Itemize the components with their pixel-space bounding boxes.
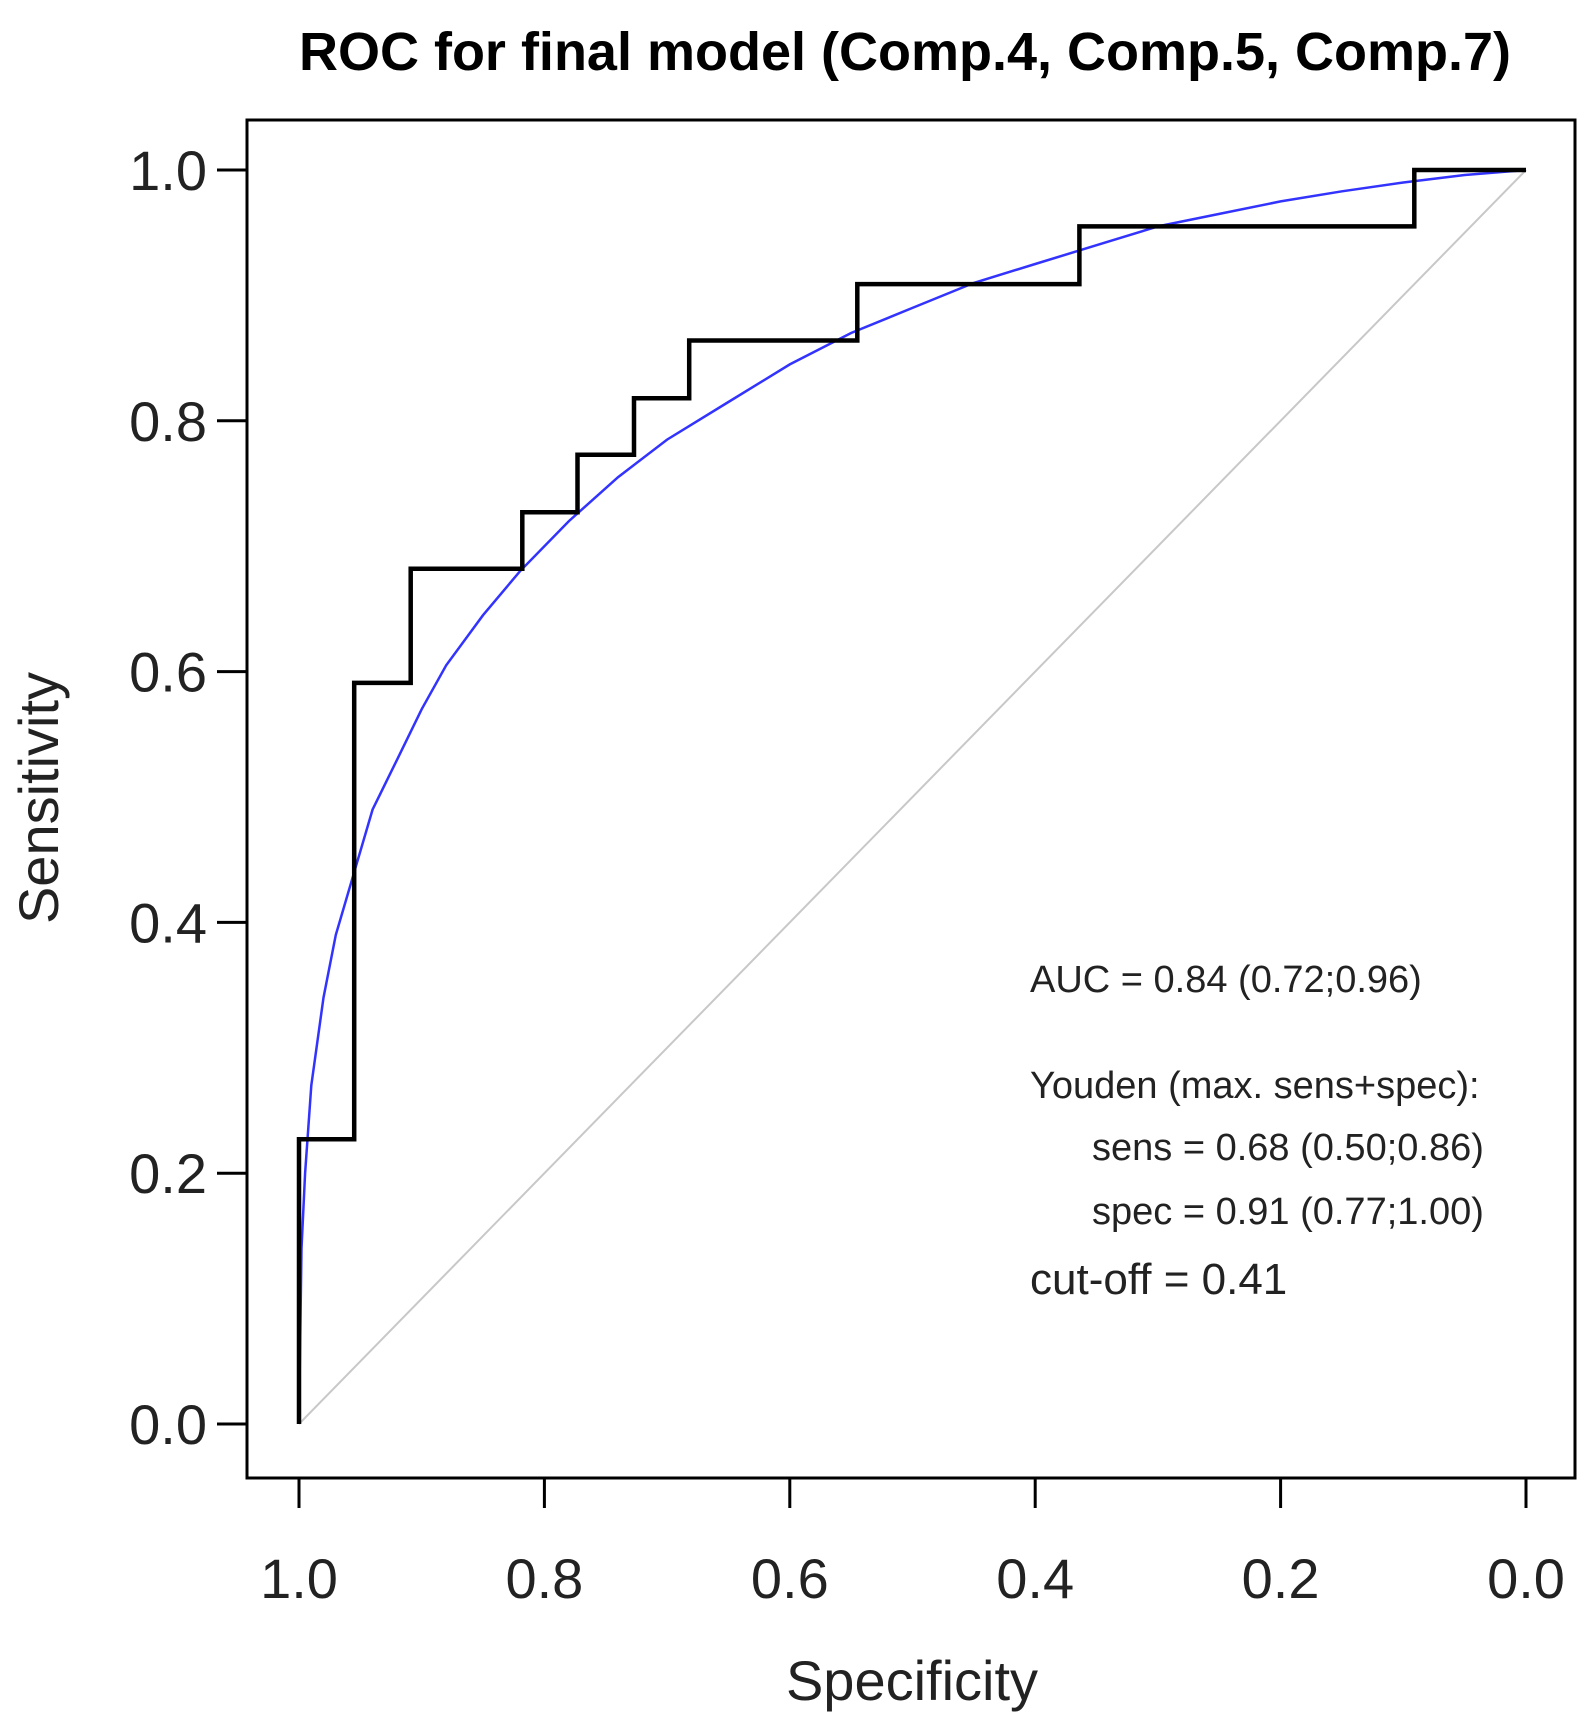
y-tick-label: 0.4: [129, 891, 207, 954]
axis-lines: [245, 170, 1526, 1480]
chart-title: ROC for final model (Comp.4, Comp.5, Com…: [299, 22, 1511, 82]
x-tick-label: 0.0: [1487, 1547, 1565, 1610]
y-tick-label: 0.2: [129, 1142, 207, 1205]
y-tick-label: 0.0: [129, 1393, 207, 1456]
y-axis-ticks: 0.0 0.2 0.4 0.6 0.8 1.0: [129, 139, 247, 1456]
auc-annotation: AUC = 0.84 (0.72;0.96): [1030, 959, 1422, 1001]
y-tick-label: 1.0: [129, 139, 207, 202]
y-tick-label: 0.6: [129, 641, 207, 704]
x-tick-label: 1.0: [260, 1547, 338, 1610]
spec-annotation: spec = 0.91 (0.77;1.00): [1092, 1191, 1484, 1233]
x-axis-ticks: 1.0 0.8 0.6 0.4 0.2 0.0: [260, 1478, 1565, 1610]
y-axis-title: Sensitivity: [7, 672, 70, 924]
x-axis-title: Specificity: [786, 1649, 1038, 1712]
chance-diagonal-line: [298, 169, 1527, 1425]
empirical-roc-line: [296, 167, 1526, 1424]
x-tick-label: 0.2: [1242, 1547, 1320, 1610]
youden-header-annotation: Youden (max. sens+spec):: [1030, 1065, 1480, 1107]
x-tick-label: 0.8: [505, 1547, 583, 1610]
sens-annotation: sens = 0.68 (0.50;0.86): [1092, 1127, 1484, 1169]
x-tick-label: 0.6: [751, 1547, 829, 1610]
cutoff-annotation: cut-off = 0.41: [1030, 1255, 1287, 1304]
y-tick-label: 0.8: [129, 390, 207, 453]
smoothed-roc-line: [297, 168, 1527, 1425]
series-layer: [296, 167, 1527, 1425]
x-tick-label: 0.4: [996, 1547, 1074, 1610]
